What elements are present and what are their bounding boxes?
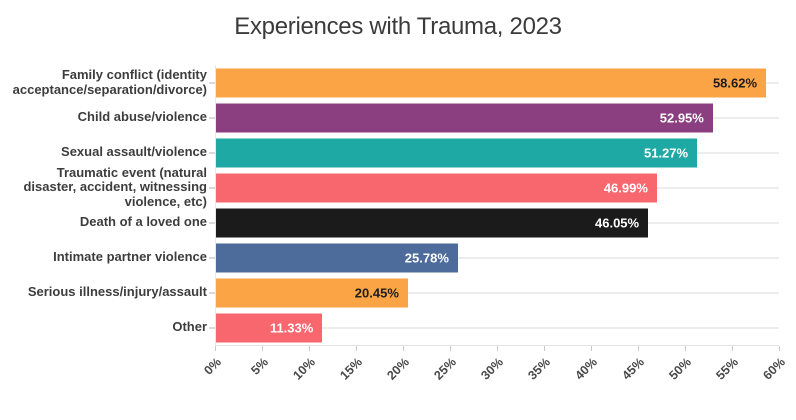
category-label: Serious illness/injury/assault: [27, 284, 207, 300]
x-axis-tick: [638, 346, 639, 351]
chart-row: Child abuse/violence 52.95%: [10, 100, 779, 135]
category-tick: [209, 221, 215, 224]
plot-cell: 51.27%: [209, 135, 779, 170]
chart-row: Sexual assault/violence 51.27%: [10, 135, 779, 170]
row-gridline: [216, 256, 779, 259]
plot-cell: 20.45%: [209, 275, 779, 310]
x-axis-spacer: [10, 345, 215, 399]
category-tick: [209, 151, 215, 154]
plot-cell: 25.78%: [209, 240, 779, 275]
bar[interactable]: 11.33%: [216, 313, 323, 342]
x-axis-tick: [779, 346, 780, 351]
bar[interactable]: 20.45%: [216, 278, 408, 307]
plot-cell: 52.95%: [209, 100, 779, 135]
bar-value-label: 25.78%: [404, 250, 449, 265]
x-axis-tick: [497, 346, 498, 351]
x-axis-tick: [262, 346, 263, 351]
chart-rows: Family conflict (identity acceptance/sep…: [10, 65, 779, 345]
x-axis-tick: [403, 346, 404, 351]
x-axis-tick: [685, 346, 686, 351]
category-tick: [209, 291, 215, 294]
chart-row: Family conflict (identity acceptance/sep…: [10, 65, 779, 100]
chart-row: Traumatic event (natural disaster, accid…: [10, 165, 779, 209]
chart-title: Experiences with Trauma, 2023: [234, 13, 562, 40]
bar[interactable]: 46.99%: [216, 173, 657, 202]
row-gridline: [216, 291, 779, 294]
plot-cell: 11.33%: [209, 310, 779, 345]
x-axis: 0% 5% 10% 15% 20% 25% 30% 35% 40% 45% 50% 55% 60%: [10, 345, 788, 399]
bar-value-label: 20.45%: [354, 285, 399, 300]
category-tick: [209, 116, 215, 119]
bar-value-label: 46.05%: [595, 215, 640, 230]
category-label: Intimate partner violence: [53, 249, 207, 265]
bar-value-label: 58.62%: [712, 75, 758, 90]
x-axis-tick: [591, 346, 592, 351]
chart-row: Other 11.33%: [10, 310, 779, 345]
category-tick: [209, 256, 215, 259]
plot-cell: 46.05%: [209, 205, 779, 240]
row-gridline: [216, 326, 779, 329]
plot-cell: 58.62%: [209, 65, 779, 100]
chart-row: Serious illness/injury/assault 20.45%: [10, 275, 779, 310]
bar-value-label: 51.27%: [643, 145, 689, 160]
x-axis-tick: [544, 346, 545, 351]
x-axis-tick: [450, 346, 451, 351]
category-label: Sexual assault/violence: [61, 144, 207, 160]
x-axis-tick: [732, 346, 733, 351]
x-axis-tick: [309, 346, 310, 351]
chart-row: Death of a loved one 46.05%: [10, 205, 779, 240]
category-tick: [209, 186, 215, 189]
plot-cell: 46.99%: [209, 170, 779, 205]
bar[interactable]: 51.27%: [216, 138, 698, 167]
x-axis-tick: [215, 346, 216, 351]
bar[interactable]: 46.05%: [216, 208, 649, 237]
x-axis-tick: [356, 346, 357, 351]
bar[interactable]: 52.95%: [216, 103, 713, 132]
bar[interactable]: 25.78%: [216, 243, 458, 272]
category-tick: [209, 81, 215, 84]
bar-value-label: 46.99%: [603, 180, 648, 195]
category-label: Death of a loved one: [79, 214, 207, 230]
bar-value-label: 11.33%: [269, 320, 314, 335]
bar[interactable]: 58.62%: [216, 68, 767, 97]
category-label: Traumatic event (natural disaster, accid…: [23, 164, 207, 209]
bar-value-label: 52.95%: [659, 110, 704, 125]
category-label: Other: [172, 319, 207, 335]
category-label: Child abuse/violence: [77, 109, 207, 125]
bar-chart: Family conflict (identity acceptance/sep…: [0, 65, 796, 399]
category-label: Family conflict (identity acceptance/sep…: [12, 66, 207, 97]
category-tick: [209, 326, 215, 329]
chart-row: Intimate partner violence 25.78%: [10, 240, 779, 275]
x-axis-plot: 0% 5% 10% 15% 20% 25% 30% 35% 40% 45% 50% 55% 60%: [201, 345, 788, 399]
